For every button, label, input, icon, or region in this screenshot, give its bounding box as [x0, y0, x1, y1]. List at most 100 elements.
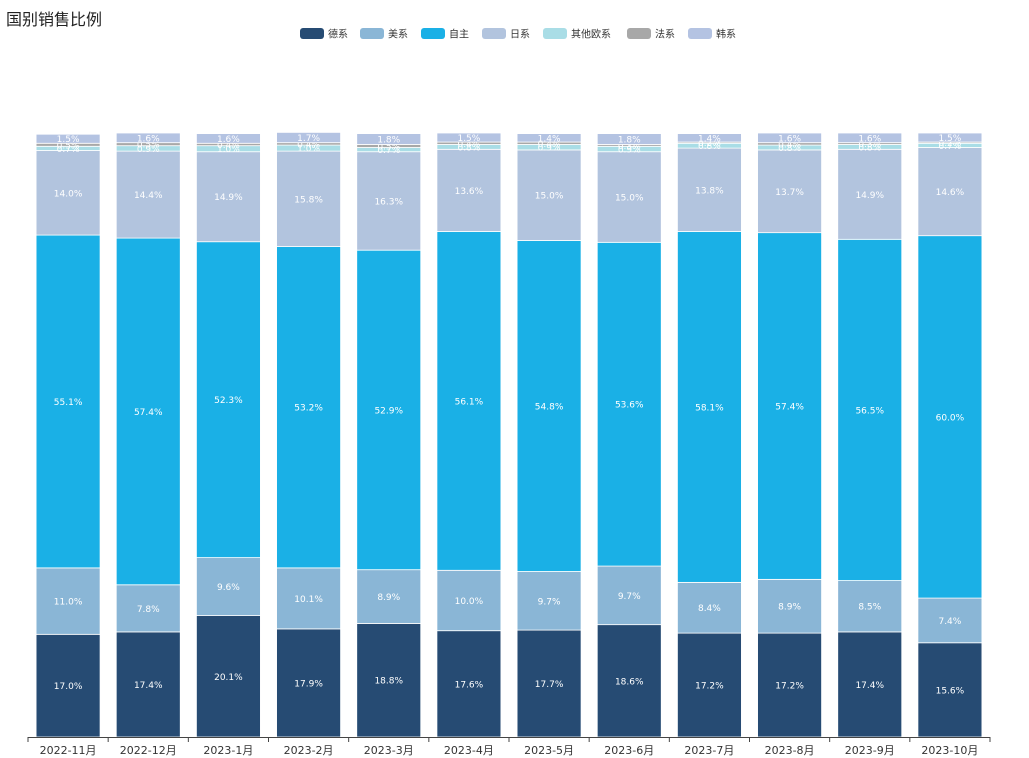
bar-segment[interactable]	[276, 246, 341, 569]
data-label: 9.7%	[618, 592, 641, 602]
bar-segment[interactable]	[196, 133, 261, 144]
bar-segment[interactable]	[757, 149, 822, 234]
bar-segment[interactable]	[356, 151, 422, 251]
bar-segment[interactable]	[436, 132, 502, 143]
bar-segment[interactable]	[837, 580, 903, 633]
data-label: 15.0%	[615, 194, 644, 204]
bar-segment[interactable]	[677, 581, 742, 634]
x-tick-label: 2022-12月	[120, 744, 177, 757]
legend-label[interactable]: 日系	[510, 29, 530, 41]
legend-label[interactable]: 自主	[449, 28, 469, 41]
legend-label[interactable]: 德系	[328, 28, 348, 41]
bar-segment[interactable]	[436, 569, 502, 632]
bar-segment[interactable]	[837, 148, 903, 240]
data-label: 17.2%	[775, 682, 804, 692]
legend-label[interactable]: 美系	[388, 28, 408, 41]
data-label: 0.8%	[778, 144, 801, 154]
legend-swatch[interactable]	[627, 28, 651, 39]
bar-segment[interactable]	[596, 133, 662, 145]
data-label: 8.5%	[858, 603, 881, 613]
data-label: 17.4%	[855, 681, 884, 691]
x-axis: 2022-11月 2022-12月 2023-1月 2023-2月 2023-3月 202…	[27, 737, 991, 757]
data-label: 0.8%	[698, 142, 721, 152]
bar-segment[interactable]	[115, 150, 181, 239]
bar-segment[interactable]	[115, 584, 181, 633]
data-label: 0.9%	[618, 146, 641, 156]
data-label: 8.4%	[698, 604, 721, 614]
data-label: 9.7%	[538, 597, 561, 607]
data-label: 56.5%	[855, 406, 884, 416]
bar-segment[interactable]	[837, 132, 903, 144]
data-label: 53.6%	[615, 401, 644, 411]
x-tick-label: 2023-4月	[444, 744, 494, 757]
bar-segment[interactable]	[917, 147, 983, 237]
bar-segment[interactable]	[917, 132, 983, 143]
bar-segment[interactable]	[757, 632, 822, 738]
legend-swatch[interactable]	[421, 28, 445, 39]
bar-segment[interactable]	[596, 241, 662, 567]
legend-label[interactable]: 韩系	[716, 28, 736, 41]
legend-swatch[interactable]	[688, 28, 712, 39]
bar-segment[interactable]	[35, 567, 101, 635]
bar-segment[interactable]	[196, 151, 261, 243]
bar-segment[interactable]	[757, 132, 822, 144]
legend-swatch[interactable]	[360, 28, 384, 39]
x-tick-label: 2023-5月	[524, 744, 574, 757]
bar-segment[interactable]	[757, 232, 822, 580]
bar-segment[interactable]	[115, 132, 181, 144]
bar-segment[interactable]	[436, 148, 502, 232]
legend-label[interactable]: 法系	[655, 28, 675, 41]
data-label: 1.5%	[938, 134, 961, 144]
data-label: 7.4%	[938, 617, 961, 627]
data-label: 17.9%	[294, 679, 323, 689]
legend-swatch[interactable]	[543, 28, 567, 39]
bar-segment[interactable]	[917, 597, 983, 644]
bar-segment[interactable]	[436, 630, 502, 738]
bar-segment[interactable]	[837, 238, 903, 581]
data-label: 0.4%	[457, 140, 480, 150]
data-label: 14.9%	[855, 191, 884, 201]
bar-segment[interactable]	[35, 633, 101, 738]
bar-segment[interactable]	[35, 150, 101, 236]
bar-segment[interactable]	[115, 237, 181, 586]
data-label: 1.5%	[457, 134, 480, 144]
data-label: 0.5%	[137, 141, 160, 151]
x-tick-label: 2023-8月	[765, 744, 815, 757]
data-label: 8.9%	[778, 603, 801, 613]
bar-segment[interactable]	[596, 151, 662, 243]
legend-swatch[interactable]	[300, 28, 324, 39]
bar-segment[interactable]	[276, 567, 341, 630]
bar-segment[interactable]	[356, 249, 422, 571]
bar-segment[interactable]	[196, 557, 261, 616]
bar-segment[interactable]	[837, 631, 903, 738]
data-label: 7.8%	[137, 605, 160, 615]
bar-segment[interactable]	[516, 240, 582, 572]
bar-segment[interactable]	[596, 624, 662, 738]
bar-segment[interactable]	[276, 131, 341, 144]
data-label: 13.7%	[775, 188, 804, 198]
bar-segment[interactable]	[917, 235, 983, 599]
data-label: 17.6%	[455, 680, 484, 690]
data-label: 57.4%	[775, 403, 804, 413]
bars-group: 17.0%11.0%55.1%14.0%0.7%0.5%1.5%17.4%7.8…	[35, 131, 983, 738]
data-label: 13.8%	[695, 186, 724, 196]
bar-segment[interactable]	[917, 642, 983, 738]
bar-segment[interactable]	[35, 133, 101, 144]
bar-segment[interactable]	[196, 615, 261, 738]
bar-segment[interactable]	[677, 231, 742, 583]
bar-segment[interactable]	[677, 133, 742, 143]
bar-segment[interactable]	[677, 147, 742, 232]
data-label: 10.1%	[294, 595, 323, 605]
bar-segment[interactable]	[356, 569, 422, 624]
data-label: 1.6%	[778, 134, 801, 144]
x-tick-label: 2023-10月	[921, 744, 978, 757]
legend-label[interactable]: 其他欧系	[571, 28, 611, 41]
bar-segment[interactable]	[356, 623, 422, 738]
data-label: 1.6%	[858, 134, 881, 144]
legend-swatch[interactable]	[482, 28, 506, 39]
data-label: 0.5%	[377, 142, 400, 152]
bar-segment[interactable]	[35, 234, 101, 569]
bar-segment[interactable]	[356, 133, 422, 145]
bar-segment[interactable]	[516, 133, 582, 143]
